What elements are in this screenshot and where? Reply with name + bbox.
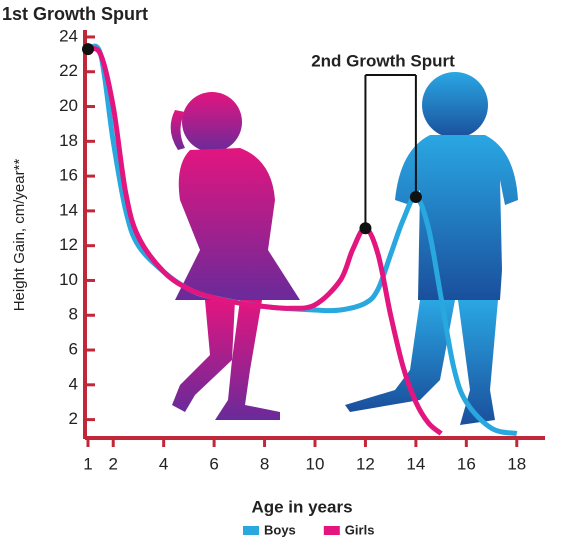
page: {"chart_data": {"type": "line", "title":… <box>0 0 565 540</box>
y-tick-label: 18 <box>59 131 78 150</box>
x-tick-label: 18 <box>507 454 526 473</box>
spurt-dot <box>359 222 371 234</box>
legend-swatch <box>243 526 259 535</box>
y-tick-label: 24 <box>59 26 78 45</box>
x-tick-label: 6 <box>209 454 218 473</box>
y-tick-label: 2 <box>69 409 78 428</box>
x-tick-label: 8 <box>260 454 269 473</box>
x-tick-label: 10 <box>306 454 325 473</box>
legend-swatch <box>324 526 340 535</box>
x-tick-label: 4 <box>159 454 168 473</box>
x-axis-label: Age in years <box>251 497 352 516</box>
x-tick-label: 2 <box>108 454 117 473</box>
y-tick-label: 10 <box>59 270 78 289</box>
y-tick-label: 12 <box>59 235 78 254</box>
y-tick-label: 22 <box>59 61 78 80</box>
legend-label: Girls <box>345 522 375 537</box>
y-tick-label: 16 <box>59 166 78 185</box>
chart: 1st Growth Spurt 2nd Growth Spurt Height… <box>0 0 565 540</box>
spurt-dot <box>82 43 94 55</box>
y-tick-label: 6 <box>69 340 78 359</box>
spurt-dot <box>410 191 422 203</box>
legend-label: Boys <box>264 522 296 537</box>
y-tick-label: 4 <box>69 374 78 393</box>
x-tick-label: 12 <box>356 454 375 473</box>
y-axis-label: Height Gain, cm/year** <box>11 159 28 312</box>
y-tick-label: 8 <box>69 305 78 324</box>
x-tick-label: 1 <box>83 454 92 473</box>
chart-title: 1st Growth Spurt <box>2 4 148 24</box>
x-tick-label: 14 <box>406 454 425 473</box>
girl-silhouette <box>171 92 300 420</box>
y-tick-label: 14 <box>59 200 78 219</box>
y-tick-label: 20 <box>59 96 78 115</box>
annotation: 2nd Growth Spurt <box>311 51 455 70</box>
x-tick-label: 16 <box>457 454 476 473</box>
